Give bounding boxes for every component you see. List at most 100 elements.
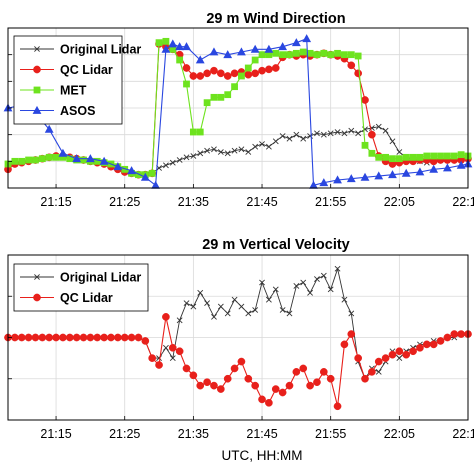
data-point [272, 49, 280, 57]
data-point [291, 38, 301, 47]
x-tick-label: 21:45 [246, 195, 277, 209]
x-tick-label: 21:15 [40, 195, 71, 209]
legend-box [13, 35, 123, 125]
data-point [251, 56, 259, 64]
data-point [230, 69, 239, 78]
data-point [271, 385, 280, 393]
data-point [33, 86, 41, 94]
data-point [389, 155, 396, 163]
data-point [340, 340, 349, 349]
legend-label: Original Lidar [60, 43, 141, 57]
data-point [374, 171, 384, 180]
data-point [169, 159, 176, 166]
x-tick-label: 21:25 [109, 427, 140, 441]
data-point [210, 381, 218, 390]
data-point [402, 350, 411, 359]
data-point [162, 162, 169, 169]
data-point [190, 303, 197, 310]
data-point [182, 64, 191, 72]
data-point [231, 83, 238, 91]
data-point [375, 153, 383, 161]
data-point [457, 151, 465, 159]
data-point [175, 347, 184, 356]
x-tick-label: 21:35 [178, 427, 209, 441]
data-point [430, 152, 438, 160]
data-point [85, 154, 95, 163]
data-point [190, 153, 197, 159]
data-point [210, 93, 218, 101]
data-point [72, 154, 82, 163]
data-point [286, 135, 293, 142]
data-point [299, 364, 308, 373]
data-point [127, 166, 136, 175]
data-point [224, 310, 231, 317]
data-point [286, 51, 293, 59]
data-point [416, 153, 424, 161]
data-point [204, 147, 211, 154]
vertical-velocity-legend: Original Lidar QC Lidar [13, 263, 149, 312]
data-point [244, 374, 253, 383]
data-point [140, 172, 150, 181]
data-point [286, 310, 293, 317]
data-point [258, 51, 266, 59]
data-point [354, 354, 362, 362]
data-point [389, 138, 396, 145]
data-point [151, 180, 161, 189]
data-point [34, 274, 40, 280]
data-point [217, 149, 224, 155]
legend-label: Original Lidar [60, 271, 141, 285]
data-point [99, 156, 109, 165]
data-point [31, 333, 40, 342]
data-point [258, 66, 266, 75]
data-point [278, 388, 287, 397]
data-point [258, 395, 266, 404]
data-point [155, 39, 163, 47]
data-point [279, 133, 286, 139]
data-point [18, 157, 26, 165]
data-point [162, 344, 169, 351]
data-point [401, 168, 411, 177]
data-point [293, 283, 300, 289]
data-point [127, 333, 136, 342]
data-point [319, 178, 329, 187]
data-point [66, 155, 74, 163]
data-point [44, 124, 54, 133]
data-point [210, 66, 218, 75]
data-point [333, 402, 342, 411]
x-tick-label: 22:15 [452, 427, 474, 441]
data-point [45, 333, 54, 342]
data-point [34, 46, 40, 52]
data-point [245, 149, 252, 155]
data-point [334, 129, 341, 135]
data-point [320, 131, 327, 138]
data-point [450, 152, 458, 160]
data-point [176, 157, 183, 163]
data-point [224, 91, 232, 99]
data-point [223, 50, 233, 59]
data-point [196, 128, 204, 136]
data-point [326, 374, 335, 383]
legend-box [13, 263, 149, 312]
data-point [450, 330, 459, 338]
data-point [223, 72, 232, 80]
data-point [209, 47, 219, 56]
data-point [250, 44, 260, 53]
data-point [320, 49, 328, 57]
data-point [217, 93, 225, 101]
legend-item: QC Lidar [20, 63, 113, 77]
data-point [320, 272, 327, 279]
data-point [176, 56, 184, 64]
data-point [347, 51, 355, 59]
data-point [100, 333, 108, 342]
data-point [309, 180, 318, 189]
data-point [333, 175, 342, 184]
data-point [415, 167, 425, 176]
data-point [189, 128, 197, 136]
data-point [327, 51, 335, 59]
data-point [416, 343, 424, 352]
data-point [93, 333, 102, 342]
data-point [32, 156, 39, 164]
data-point [72, 333, 81, 342]
data-point [148, 354, 157, 362]
x-tick-label: 21:15 [40, 427, 71, 441]
